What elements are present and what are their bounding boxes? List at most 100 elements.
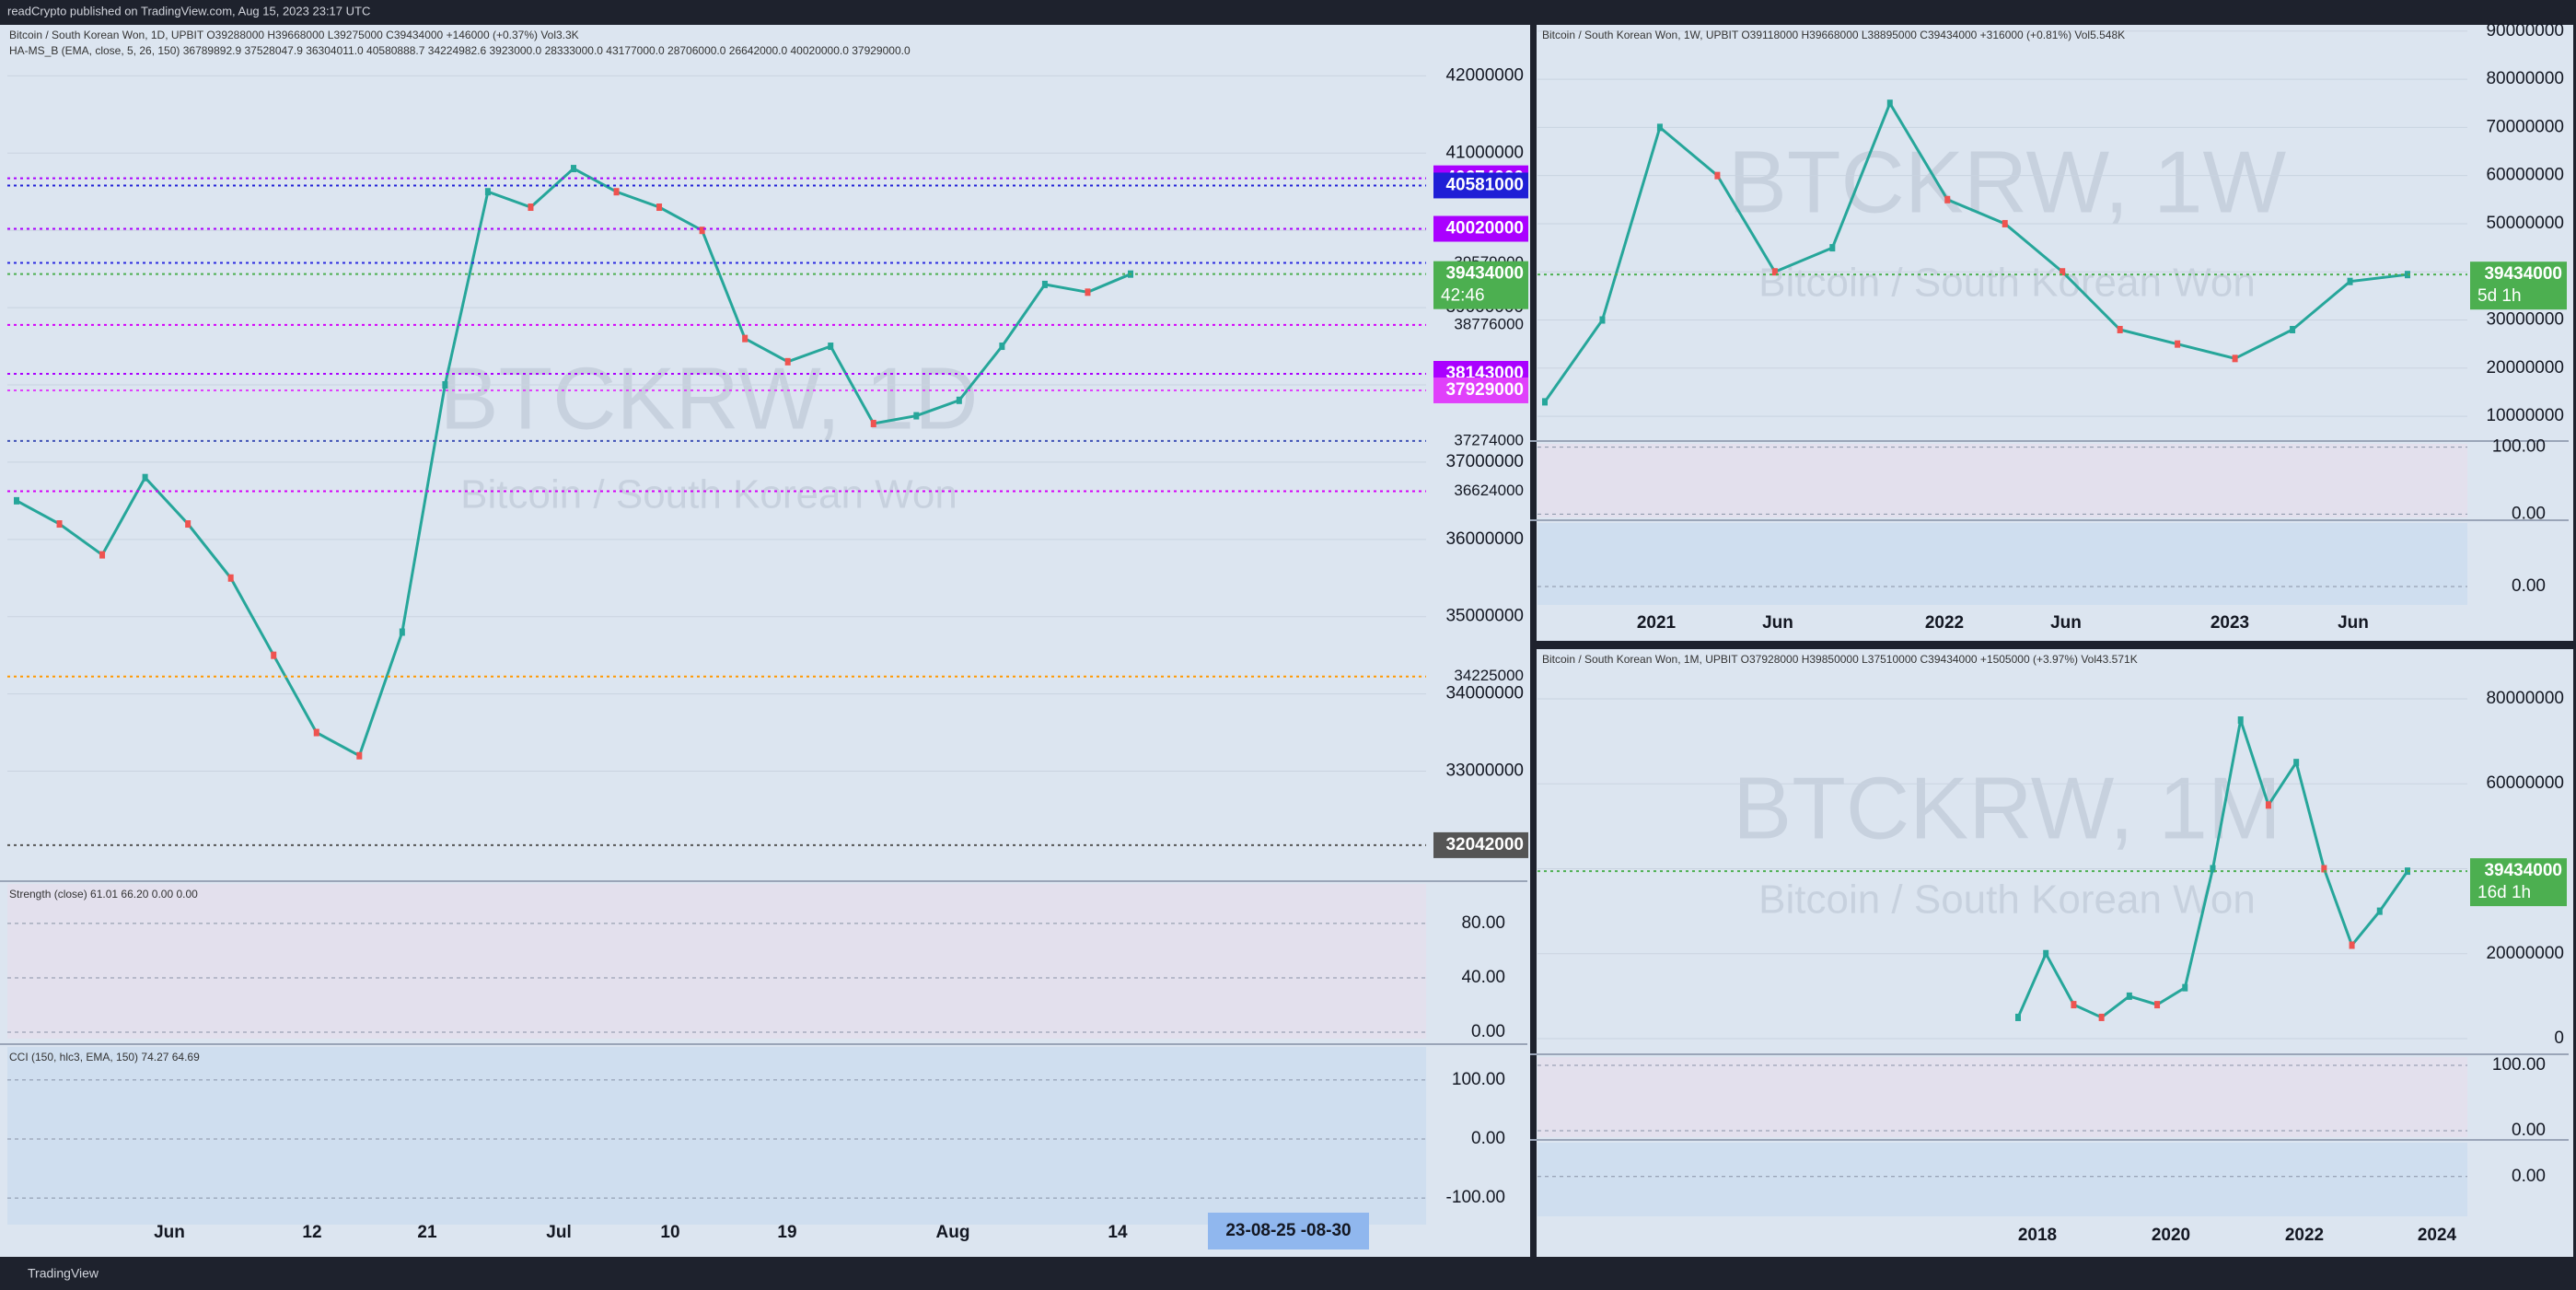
y-tick-label: 60000000 <box>2486 773 2564 793</box>
candle-close <box>2237 716 2244 725</box>
candle-close <box>2290 325 2296 333</box>
candle-close <box>1771 268 1778 276</box>
date-range <box>1208 1213 1369 1249</box>
y-tick-label: 60000000 <box>2486 166 2564 185</box>
candle-close <box>2002 219 2008 227</box>
candle-close <box>356 751 363 760</box>
watermark: Bitcoin / South Korean Won <box>1758 261 2256 306</box>
price-tag-label: 37929000 <box>1445 380 1524 400</box>
candle-close <box>2376 907 2383 915</box>
x-tick-label: Aug <box>936 1223 970 1242</box>
x-tick-label: Jun <box>154 1223 185 1242</box>
price-tag-countdown: 42:46 <box>1441 286 1485 306</box>
y-tick-label: 100.00 <box>2492 1055 2546 1075</box>
legend: Bitcoin / South Korean Won, 1M, UPBIT O3… <box>1542 653 2138 666</box>
x-tick-label: Jun <box>1762 613 1793 633</box>
candle-close <box>2126 992 2132 1000</box>
price-line <box>1543 99 2408 403</box>
subpanel-bg <box>1537 1057 2467 1137</box>
price-tag-countdown: 5d 1h <box>2477 286 2522 306</box>
y-tick-label: 0.00 <box>2512 1121 2546 1140</box>
candle-close <box>1085 288 1091 296</box>
candle-close <box>2232 354 2238 363</box>
date-range-label: 23-08-25 -08-30 <box>1225 1221 1351 1240</box>
watermark: BTCKRW, 1D <box>440 349 979 447</box>
candle-close <box>14 496 19 505</box>
price-tag-label: 37274000 <box>1454 431 1524 448</box>
candle-close <box>571 165 576 173</box>
subpanel-bg <box>7 884 1426 1039</box>
y-tick-label: 10000000 <box>2486 406 2564 425</box>
candle-close <box>870 419 876 427</box>
candle-close <box>2210 865 2216 873</box>
y-tick-label: 80000000 <box>2486 689 2564 708</box>
y-tick-label: 41000000 <box>1445 143 1524 162</box>
y-tick-label: 30000000 <box>2486 310 2564 330</box>
y-tick-label: 80.00 <box>1461 913 1505 933</box>
candle-close <box>2015 1013 2021 1021</box>
y-tick-label: 20000000 <box>2486 358 2564 378</box>
x-tick-label: 2018 <box>2018 1226 2057 1245</box>
price-tag-label: 36624000 <box>1454 482 1524 499</box>
y-tick-label: 50000000 <box>2486 214 2564 233</box>
y-tick-label: 33000000 <box>1445 761 1524 781</box>
footer[interactable]: TradingView <box>28 1266 99 1281</box>
candle-close <box>2098 1013 2105 1021</box>
subpanel-legend: CCI (150, hlc3, EMA, 150) 74.27 64.69 <box>9 1051 200 1063</box>
candle-close <box>2154 1001 2161 1009</box>
price-tag-label: 40581000 <box>1445 175 1524 194</box>
candle-close <box>784 357 791 366</box>
candle-close <box>442 381 448 389</box>
candle-close <box>484 188 491 196</box>
subpanel-bg <box>1537 523 2467 605</box>
price-tag-label: 40020000 <box>1445 219 1524 238</box>
candle-close <box>56 520 63 529</box>
candle-close <box>1714 171 1721 180</box>
candle-close <box>2265 801 2271 809</box>
candle-close <box>142 473 148 482</box>
y-tick-label: 20000000 <box>2486 944 2564 963</box>
candle-close <box>1944 195 1951 203</box>
candle-close <box>1886 99 1893 108</box>
price-tag <box>1433 261 1528 309</box>
y-tick-label: 0.00 <box>2512 1167 2546 1186</box>
watermark: BTCKRW, 1M <box>1733 759 2281 857</box>
candle-close <box>613 188 620 196</box>
price-tag <box>1433 172 1528 199</box>
y-tick-label: 0.00 <box>2512 504 2546 523</box>
subpanel-bg <box>7 1047 1426 1225</box>
candle-close <box>2182 983 2188 992</box>
candle-close <box>1829 244 1836 252</box>
y-tick-label: 40.00 <box>1461 968 1505 987</box>
candle-close <box>271 651 277 659</box>
y-tick-label: 36000000 <box>1445 529 1524 549</box>
price-tag-label: 38776000 <box>1454 315 1524 332</box>
candle-close <box>2043 949 2049 958</box>
legend: Bitcoin / South Korean Won, 1W, UPBIT O3… <box>1542 29 2125 41</box>
candle-close <box>2175 340 2181 348</box>
candle-close <box>313 728 319 737</box>
x-tick-label: Jul <box>546 1223 571 1242</box>
price-tag <box>2470 261 2567 310</box>
candle-close <box>399 628 405 636</box>
subpanel-bg <box>1537 444 2467 517</box>
x-tick-label: 2021 <box>1637 613 1677 633</box>
candle-close <box>742 334 748 343</box>
price-tag <box>2470 858 2567 907</box>
price-tag-label: 39434000 <box>2484 861 2562 880</box>
price-tag-label: 39434000 <box>1445 264 1524 284</box>
x-tick-label: 2020 <box>2152 1226 2190 1245</box>
y-tick-label: 37000000 <box>1445 452 1524 471</box>
candle-close <box>956 396 962 404</box>
y-tick-label: 0.00 <box>1471 1022 1505 1041</box>
candle-close <box>2347 277 2353 285</box>
x-tick-label: 14 <box>1108 1223 1128 1242</box>
candle-close <box>528 203 534 212</box>
candle-close <box>2349 941 2355 949</box>
candle-close <box>828 343 834 351</box>
x-tick-label: 2022 <box>1925 613 1964 633</box>
watermark: BTCKRW, 1W <box>1728 133 2287 231</box>
candle-close <box>2293 759 2300 767</box>
y-tick-label: 35000000 <box>1445 607 1524 626</box>
